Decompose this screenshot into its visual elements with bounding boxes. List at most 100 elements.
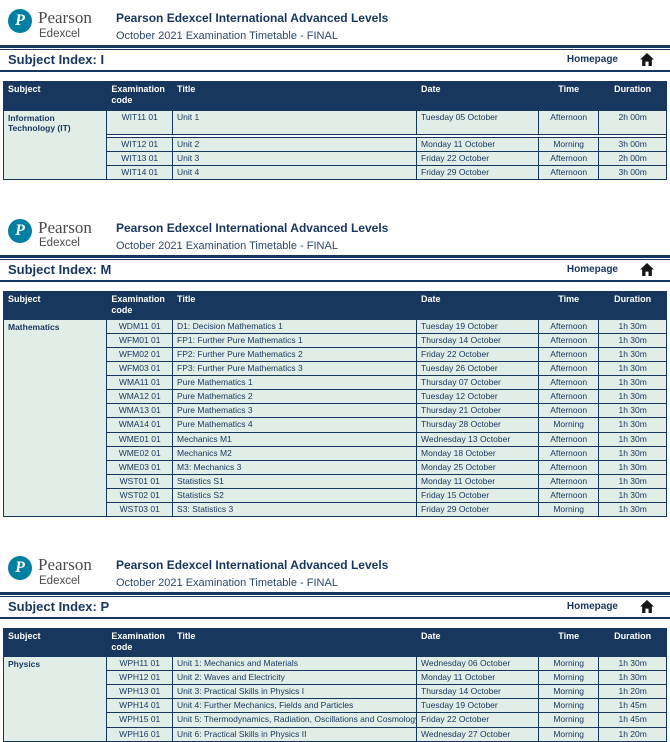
- cell-duration: 2h 00m: [598, 109, 667, 135]
- document-subtitle: October 2021 Examination Timetable - FIN…: [116, 576, 338, 589]
- brand-header: P Pearson Edexcel Pearson Edexcel Intern…: [0, 210, 670, 255]
- cell-duration: 1h 30m: [598, 459, 667, 475]
- cell-duration: 1h 20m: [598, 684, 667, 700]
- cell-time: Morning: [538, 656, 600, 672]
- cell-duration: 1h 30m: [598, 361, 667, 377]
- exam-row: WIT14 01 Unit 4 Friday 29 October Afternoon…: [4, 164, 667, 180]
- home-icon[interactable]: [640, 262, 654, 276]
- exam-row: Information Technology (IT) WIT11 01 Unit …: [2, 109, 667, 180]
- section-index-m: P Pearson Edexcel Pearson Edexcel Intern…: [0, 210, 670, 517]
- cell-duration: 3h 00m: [598, 136, 667, 152]
- cell-code: WPH11 01: [106, 656, 174, 672]
- homepage-link[interactable]: Homepage: [566, 600, 618, 612]
- cell-title: Statistics S1: [172, 473, 418, 489]
- cell-title: Unit 4: Further Mechanics, Fields and Pa…: [172, 698, 418, 714]
- cell-duration: 1h 30m: [598, 473, 667, 489]
- homepage-nav: Homepage: [566, 262, 662, 276]
- cell-time: Afternoon: [538, 333, 600, 349]
- cell-time: Morning: [538, 698, 600, 714]
- divider-double-rule: [0, 254, 670, 260]
- col-header-subject: Subject: [2, 290, 108, 321]
- document-subtitle: October 2021 Examination Timetable - FIN…: [116, 239, 338, 252]
- cell-time: Afternoon: [538, 389, 600, 405]
- cell-code: WPH16 01: [106, 726, 174, 742]
- cell-duration: 1h 30m: [598, 347, 667, 363]
- col-header-title: Title: [172, 81, 418, 111]
- exam-table-maths: Subject Examination code Title Date Time…: [2, 290, 667, 517]
- cell-date: Monday 18 October: [416, 445, 540, 461]
- cell-code: WST01 01: [106, 473, 174, 489]
- pearson-edexcel-logo: P Pearson Edexcel: [8, 9, 104, 40]
- cell-code: WFM01 01: [106, 333, 174, 349]
- document-title: Pearson Edexcel International Advanced L…: [116, 557, 389, 572]
- exam-row: Physics WPH11 01 Unit 1: Mechanics and Mat…: [2, 656, 667, 742]
- cell-code: WST02 01: [106, 487, 174, 503]
- cell-code: WME02 01: [106, 445, 174, 461]
- brand-header: P Pearson Edexcel Pearson Edexcel Intern…: [0, 547, 670, 592]
- home-icon[interactable]: [640, 599, 654, 613]
- document-subtitle: October 2021 Examination Timetable - FIN…: [116, 30, 338, 42]
- cell-duration: 3h 00m: [598, 164, 667, 180]
- divider-double-rule: [0, 45, 670, 50]
- cell-code: WIT14 01: [106, 164, 174, 180]
- cell-time: Morning: [538, 684, 600, 700]
- home-icon[interactable]: [640, 53, 654, 66]
- exam-row: WST02 01 Statistics S2 Friday 15 October Af…: [4, 487, 667, 503]
- cell-time: Afternoon: [538, 164, 600, 180]
- cell-duration: 1h 30m: [598, 333, 667, 349]
- cell-title: Mechanics M1: [172, 431, 418, 447]
- col-header-title: Title: [172, 290, 418, 321]
- logo-edexcel-text: Edexcel: [39, 237, 80, 250]
- exam-table-head: Subject Examination code Title Date Time…: [2, 81, 667, 111]
- cell-date: Wednesday 13 October: [416, 431, 540, 447]
- cell-date: Friday 29 October: [416, 501, 540, 517]
- cell-date: Monday 11 October: [416, 473, 540, 489]
- cell-date: Monday 25 October: [416, 459, 540, 475]
- exam-row: WST03 01 S3: Statistics 3 Friday 29 Octobe…: [4, 501, 667, 517]
- cell-date: Friday 22 October: [416, 712, 540, 728]
- cell-time: Morning: [538, 670, 600, 686]
- cell-title: Unit 3: [172, 150, 418, 166]
- cell-time: Morning: [538, 712, 600, 728]
- exam-row: WMA11 01 Pure Mathematics 1 Thursday 07 Oc…: [4, 375, 667, 391]
- exam-row: WME02 01 Mechanics M2 Monday 18 October Aft…: [4, 445, 667, 461]
- pearson-logo-icon: P: [8, 218, 32, 243]
- cell-code: WPH14 01: [106, 698, 174, 714]
- subject-index-title: Subject Index: I: [8, 52, 105, 67]
- pearson-logo-icon: P: [8, 555, 32, 580]
- cell-code: WDM11 01: [106, 319, 174, 335]
- cell-time: Afternoon: [538, 150, 600, 166]
- cell-date: Wednesday 06 October: [416, 656, 540, 672]
- cell-time: Morning: [538, 501, 600, 517]
- subject-index-bar: Subject Index: M Homepage: [0, 260, 670, 282]
- homepage-link[interactable]: Homepage: [566, 263, 618, 275]
- cell-time: Afternoon: [538, 403, 600, 419]
- cell-code: WPH12 01: [106, 670, 174, 686]
- cell-duration: 1h 30m: [598, 501, 667, 517]
- cell-title: S3: Statistics 3: [172, 501, 418, 517]
- cell-date: Thursday 14 October: [416, 333, 540, 349]
- cell-title: Mechanics M2: [172, 445, 418, 461]
- cell-title: Unit 6: Practical Skills in Physics II: [172, 726, 418, 742]
- subject-index-bar: Subject Index: P Homepage: [0, 597, 670, 619]
- exam-table-wrap: Subject Examination code Title Date Time…: [2, 627, 667, 742]
- document-title: Pearson Edexcel International Advanced L…: [116, 11, 389, 25]
- cell-time: Afternoon: [538, 431, 600, 447]
- col-header-time: Time: [538, 81, 600, 111]
- cell-duration: 1h 30m: [598, 403, 667, 419]
- cell-title: FP1: Further Pure Mathematics 1: [172, 333, 418, 349]
- cell-date: Monday 11 October: [416, 136, 540, 152]
- homepage-nav: Homepage: [567, 53, 662, 66]
- exam-row: WST01 01 Statistics S1 Monday 11 October Af…: [4, 473, 667, 489]
- logo-pearson-text: Pearson: [38, 217, 92, 237]
- homepage-link[interactable]: Homepage: [566, 54, 618, 65]
- cell-date: Thursday 14 October: [416, 684, 540, 700]
- pearson-logo-icon: P: [8, 9, 32, 33]
- section-index-i: P Pearson Edexcel Pearson Edexcel Intern…: [0, 0, 670, 180]
- cell-title: Pure Mathematics 2: [172, 389, 418, 405]
- cell-date: Thursday 28 October: [416, 417, 540, 433]
- col-header-date: Date: [416, 81, 540, 111]
- cell-code: WPH13 01: [106, 684, 174, 700]
- cell-title: Unit 2: Waves and Electricity: [172, 670, 418, 686]
